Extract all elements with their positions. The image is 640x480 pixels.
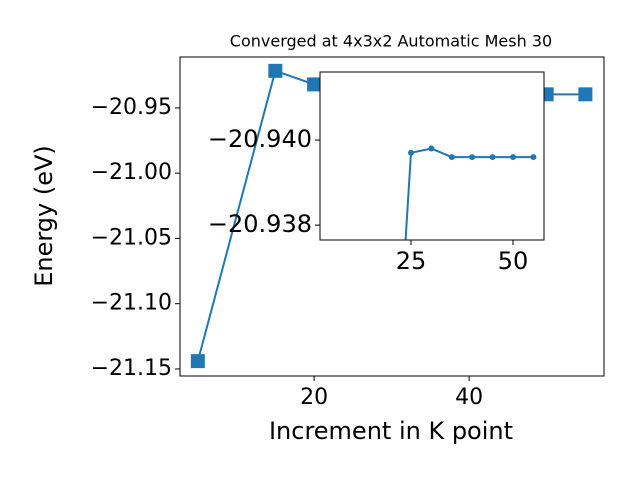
data-point <box>268 63 283 78</box>
plot-area <box>320 72 544 240</box>
data-point <box>307 77 322 92</box>
data-point <box>190 354 205 369</box>
data-point <box>407 149 414 156</box>
data-point <box>489 154 496 161</box>
data-point <box>428 145 435 152</box>
data-point <box>469 154 476 161</box>
y-tick-label: −20.938 <box>208 210 312 238</box>
plot-layer <box>404 145 537 240</box>
y-tick-label: −21.00 <box>91 160 172 185</box>
y-tick-label: −20.940 <box>208 125 312 153</box>
data-point <box>578 87 593 102</box>
y-tick-label: −21.10 <box>91 291 172 316</box>
axes-frame <box>179 56 605 377</box>
x-tick-label: 25 <box>396 247 427 275</box>
series-line <box>404 147 534 240</box>
y-tick-label: −21.15 <box>91 356 172 381</box>
x-tick-label: 20 <box>300 385 328 410</box>
y-tick-label: −20.95 <box>91 95 172 120</box>
axes-frame <box>319 71 545 241</box>
x-axis-label: Increment in K point <box>269 417 513 445</box>
data-point <box>448 154 455 161</box>
y-tick-label: −21.05 <box>91 225 172 250</box>
chart-title: Converged at 4x3x2 Automatic Mesh 30 <box>230 32 552 51</box>
x-tick-label: 40 <box>455 385 483 410</box>
data-point <box>509 154 516 161</box>
data-point <box>530 154 537 161</box>
x-tick-label: 50 <box>498 247 529 275</box>
y-axis-label: Energy (eV) <box>30 145 58 287</box>
